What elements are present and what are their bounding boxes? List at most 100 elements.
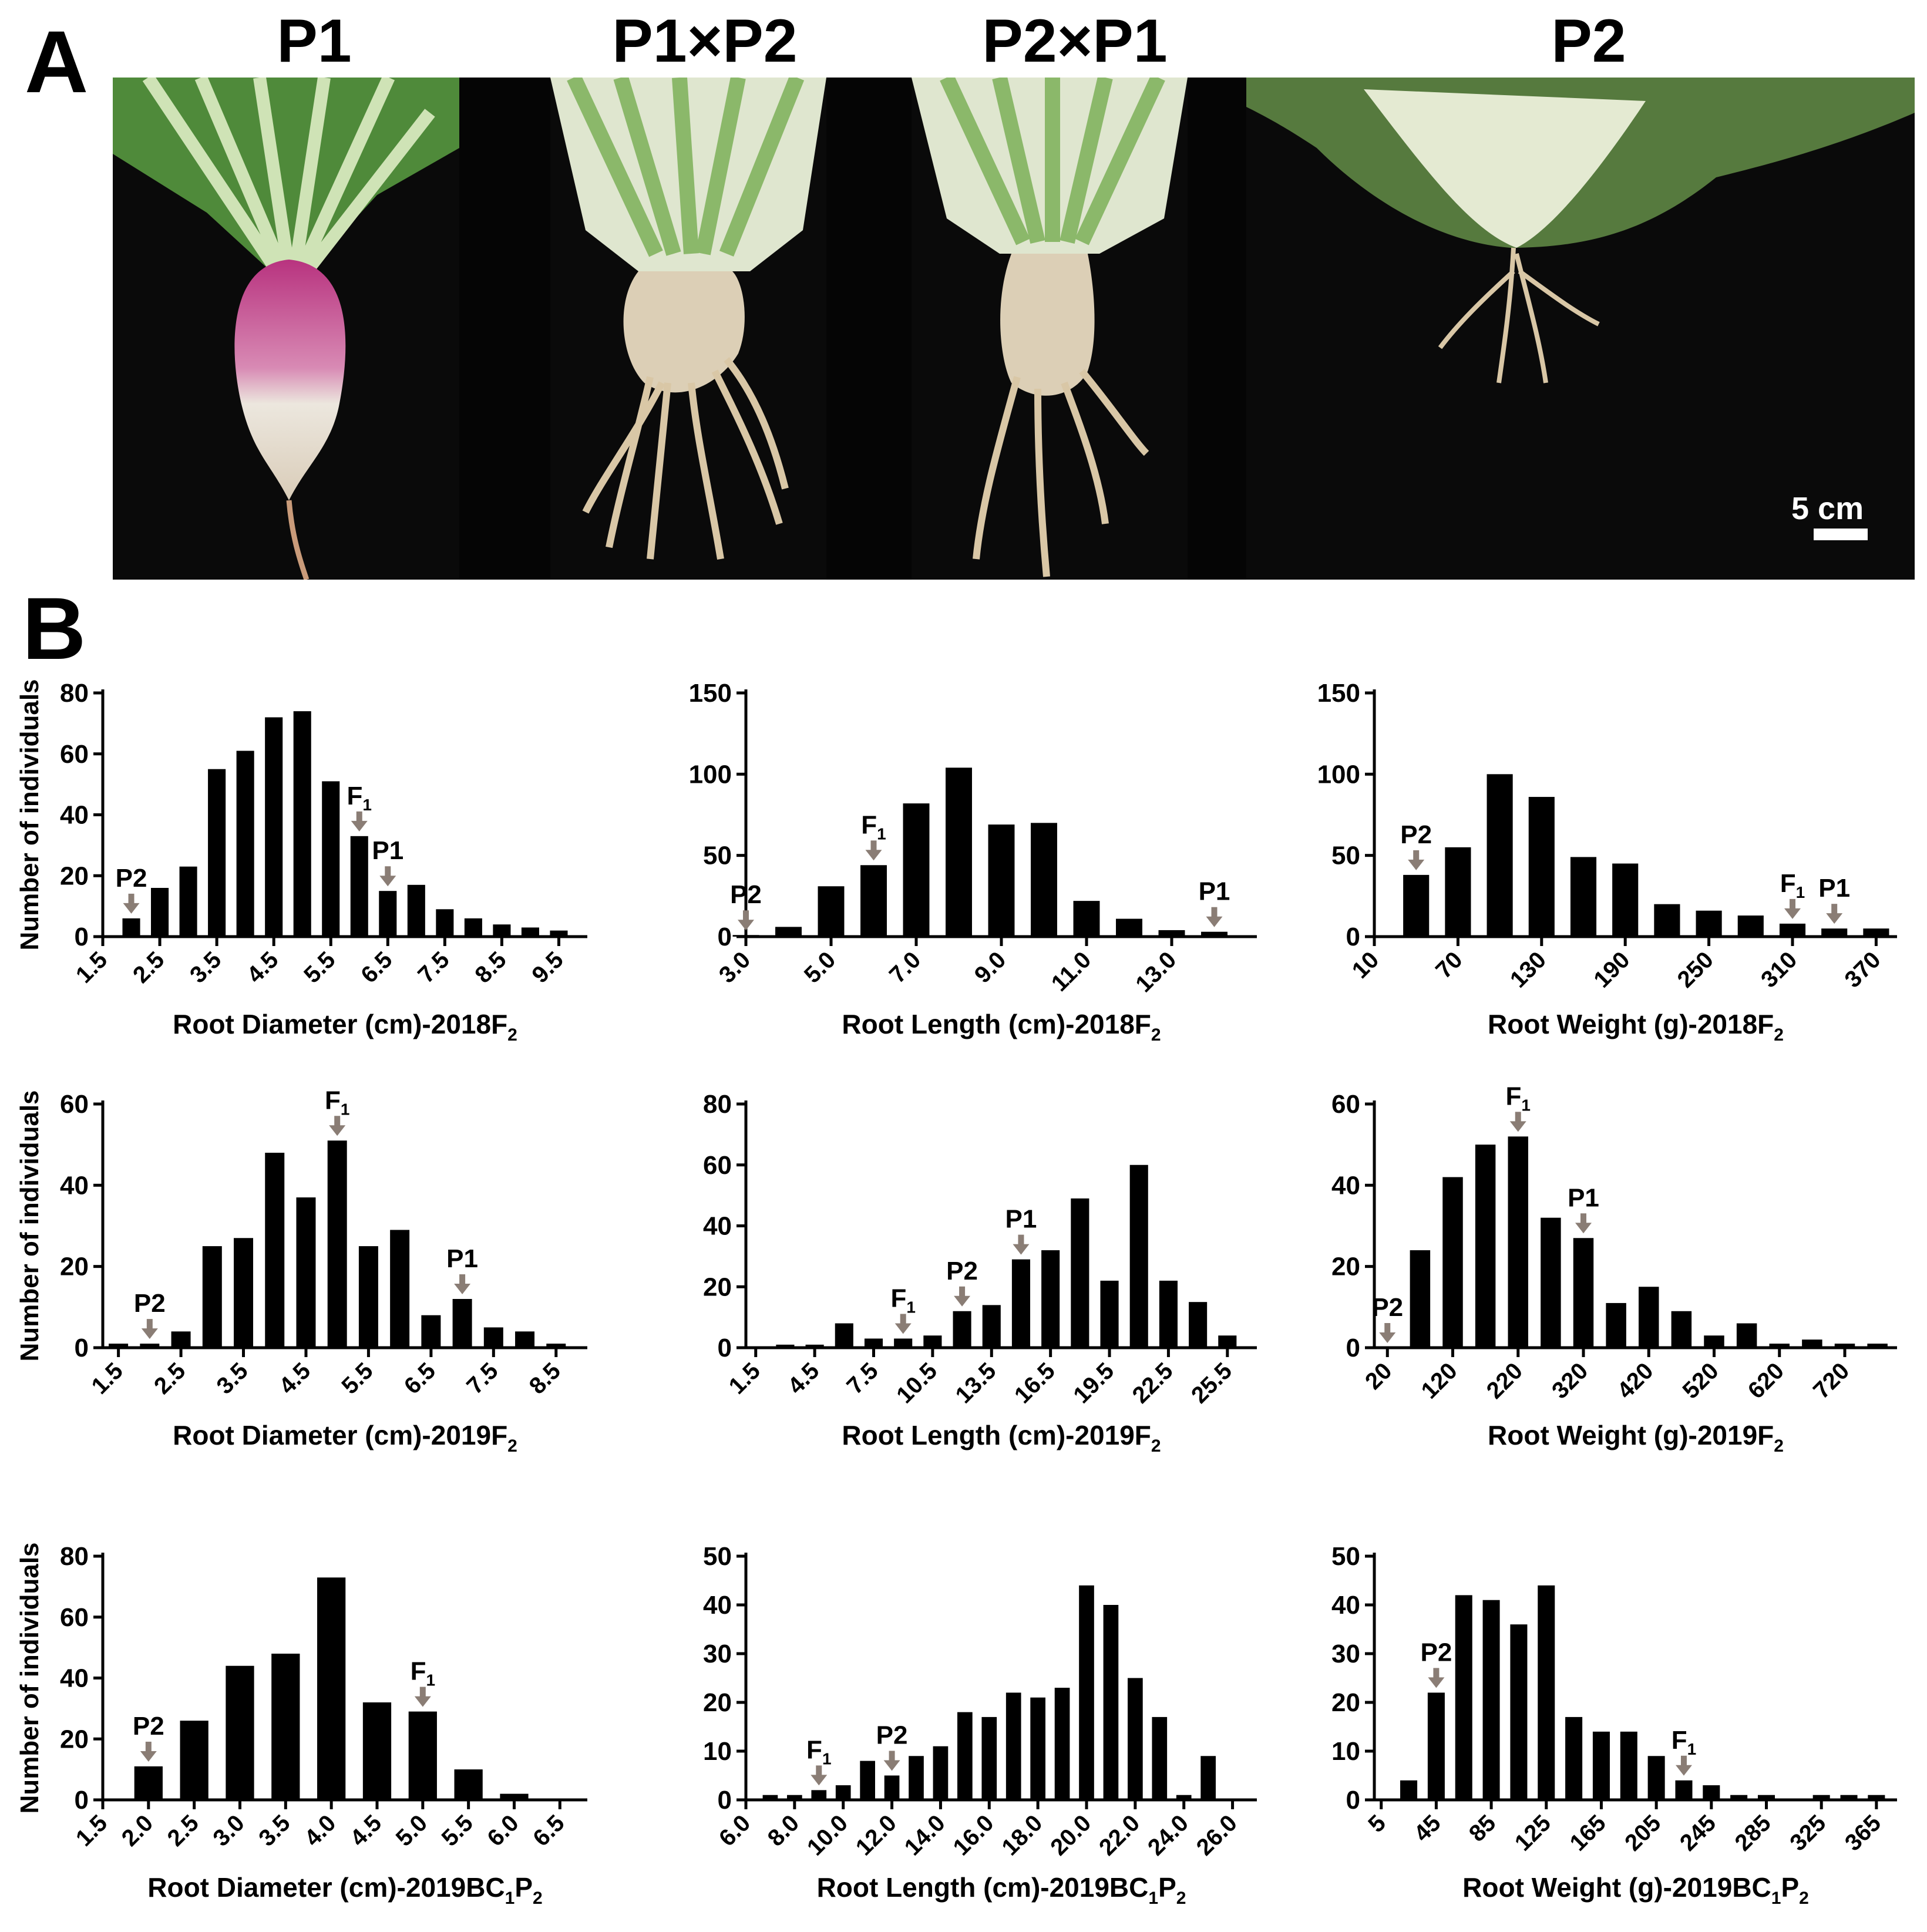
x-tick-label: 5.5 [299, 947, 340, 988]
histogram-bar [1612, 863, 1639, 937]
photo-label-p1: P1 [277, 7, 352, 75]
x-tick-label: 310 [1756, 947, 1802, 992]
histogram-bar [1427, 1692, 1445, 1800]
histogram-bar [860, 1761, 875, 1800]
marker-label: P2 [134, 1289, 166, 1318]
histogram-bar [1592, 1731, 1610, 1800]
y-tick-label: 0 [75, 1786, 89, 1815]
y-tick-label: 20 [703, 1273, 732, 1301]
y-tick-label: 0 [718, 1334, 732, 1362]
x-axis-label: Root Diameter (cm)-2019F2 [173, 1420, 517, 1456]
histogram-bar [1620, 1731, 1637, 1800]
x-tick-label: 4.5 [274, 1358, 315, 1399]
x-tick-label: 10.5 [892, 1358, 942, 1408]
x-tick-label: 245 [1675, 1810, 1721, 1856]
histogram-bar [1030, 1697, 1045, 1800]
marker-arrow-shaft [1515, 1112, 1521, 1123]
histogram-bar [1703, 1785, 1720, 1800]
marker-arrow-shaft [1790, 898, 1795, 910]
x-tick-label: 3.0 [714, 947, 755, 988]
histogram-bar [202, 1246, 222, 1348]
marker-p1: P1 [446, 1244, 478, 1294]
marker-label: P2 [730, 880, 762, 909]
marker-label: F1 [411, 1657, 435, 1689]
histogram-bar [818, 886, 845, 937]
histogram-bar [1654, 904, 1680, 937]
histogram-bar [109, 1344, 129, 1348]
y-tick-label: 40 [1331, 1591, 1360, 1620]
marker-p1: P1 [1005, 1205, 1037, 1255]
y-tick-label: 20 [1331, 1253, 1360, 1281]
x-tick-label: 125 [1510, 1810, 1556, 1856]
marker-arrow-shaft [356, 811, 362, 822]
y-tick-label: 100 [689, 760, 732, 789]
y-axis-label: Number of individuals [15, 1090, 44, 1361]
panel-b-letter: B [22, 579, 86, 678]
histogram-bar [1779, 923, 1806, 937]
marker-arrow-head [1826, 913, 1843, 924]
marker-p2: P2 [134, 1289, 166, 1339]
histogram-bar [982, 1305, 1001, 1348]
x-tick-label: 20.0 [1045, 1810, 1096, 1860]
x-tick-label: 2.5 [149, 1358, 190, 1399]
y-tick-label: 20 [1331, 1688, 1360, 1717]
marker-f1: F1 [347, 782, 372, 832]
panel-a-letter: A [25, 12, 89, 111]
histogram-bar [864, 1338, 883, 1348]
marker-arrow-shaft [816, 1765, 822, 1776]
x-tick-label: 420 [1612, 1358, 1658, 1403]
marker-arrow-head [123, 903, 140, 914]
histogram-bar [1403, 874, 1430, 937]
y-tick-label: 20 [60, 1725, 89, 1753]
x-tick-label: 13.0 [1131, 947, 1181, 997]
marker-label: P2 [1420, 1638, 1452, 1667]
histogram-bar [265, 717, 283, 937]
y-tick-label: 0 [75, 1334, 89, 1362]
histogram-bar [860, 865, 887, 937]
histogram-bar [909, 1756, 924, 1800]
marker-arrow-head [1509, 1121, 1526, 1132]
histogram-bar [1176, 1795, 1192, 1800]
histogram-bar [1867, 1344, 1888, 1348]
marker-p2: P2 [1400, 820, 1432, 870]
x-axis-label: Root Weight (g)-2019F2 [1488, 1420, 1784, 1456]
histogram-bar [483, 1327, 503, 1348]
x-tick-label: 7.0 [885, 947, 926, 988]
y-tick-label: 50 [703, 842, 732, 870]
marker-label: P1 [446, 1244, 478, 1273]
histogram-bar [1445, 847, 1471, 937]
marker-f1: F1 [890, 1284, 916, 1334]
y-tick-label: 10 [703, 1737, 732, 1766]
marker-arrow-head [883, 1760, 900, 1771]
y-tick-label: 30 [703, 1640, 732, 1668]
x-tick-label: 3.5 [185, 947, 226, 988]
histogram-bar [226, 1665, 254, 1800]
scale-bar-label: 5 cm [1791, 491, 1864, 526]
x-tick-label: 7.5 [842, 1358, 883, 1399]
y-tick-label: 40 [60, 1171, 89, 1200]
histogram-bar [776, 1344, 795, 1348]
histogram-bar [1737, 915, 1764, 937]
y-tick-label: 60 [60, 740, 89, 769]
histogram-bar [1129, 1164, 1148, 1348]
marker-label: P1 [1568, 1183, 1599, 1212]
histogram-bar [1812, 1795, 1830, 1800]
histogram-5: 0 20 40 60 80 1.5 4.5 7.5 10.5 13.5 16.5 19.5 22.5 25… [703, 1090, 1257, 1456]
x-tick-label: 6.0 [714, 1810, 755, 1851]
y-tick-label: 0 [1346, 923, 1360, 951]
marker-arrow-shaft [743, 910, 749, 921]
histogram-bar [835, 1323, 853, 1348]
histogram-bar [1054, 1688, 1070, 1800]
marker-arrow-head [1675, 1765, 1692, 1776]
marker-arrow-shaft [1680, 1755, 1687, 1766]
x-tick-label: 6.0 [482, 1810, 523, 1851]
histogram-bar [140, 1344, 160, 1348]
y-tick-label: 60 [703, 1151, 732, 1180]
histogram-bar [1570, 857, 1597, 937]
y-tick-label: 80 [60, 1542, 89, 1571]
photo-label-p2xp1: P2×P1 [982, 7, 1168, 75]
histogram-bar [550, 930, 568, 937]
marker-label: F1 [890, 1284, 915, 1316]
histogram-bar [981, 1716, 997, 1800]
